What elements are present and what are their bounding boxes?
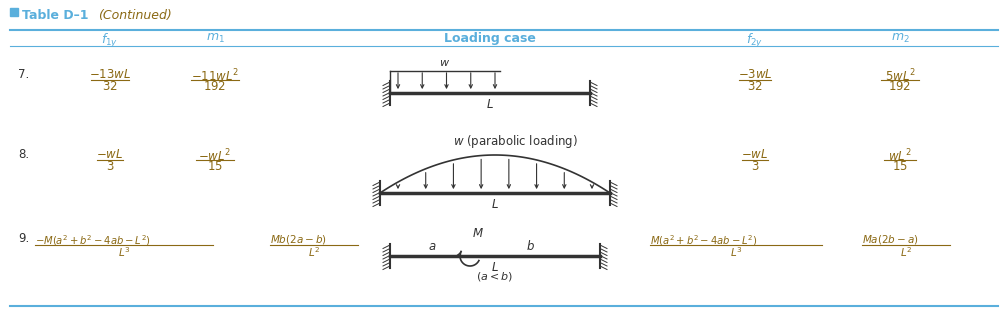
Text: $15$: $15$ [892,160,908,173]
Text: $f_{1y}$: $f_{1y}$ [102,32,119,50]
Text: $wL^2$: $wL^2$ [888,148,911,165]
Text: $15$: $15$ [207,160,223,173]
Text: $Mb(2a-b)$: $Mb(2a-b)$ [270,233,327,246]
Text: $a$: $a$ [427,240,436,253]
Text: $L^3$: $L^3$ [730,245,742,259]
Text: $192$: $192$ [204,80,227,93]
Text: 8.: 8. [18,148,29,160]
Text: Loading case: Loading case [445,32,536,45]
Text: $L$: $L$ [486,98,494,111]
Text: $-13wL$: $-13wL$ [89,68,131,81]
Text: (Continued): (Continued) [98,9,171,22]
Text: $-wL$: $-wL$ [97,148,124,161]
Text: $m_1$: $m_1$ [206,32,225,45]
Text: $L^2$: $L^2$ [900,245,912,259]
Text: 7.: 7. [18,67,29,80]
Text: $Ma(2b-a)$: $Ma(2b-a)$ [862,233,918,246]
Text: $w$ (parabolic loading): $w$ (parabolic loading) [453,133,578,150]
Text: $m_2$: $m_2$ [891,32,909,45]
Text: $5wL^2$: $5wL^2$ [885,68,915,85]
Text: $L^2$: $L^2$ [307,245,321,259]
Text: $L$: $L$ [491,261,499,274]
Text: $M$: $M$ [472,227,484,240]
Text: $(a < b)$: $(a < b)$ [477,270,514,283]
Text: $f_{2y}$: $f_{2y}$ [746,32,764,50]
Text: $-11wL^2$: $-11wL^2$ [191,68,239,85]
Text: $-wL$: $-wL$ [741,148,769,161]
Text: $3$: $3$ [751,160,759,173]
Text: Table D–1: Table D–1 [22,9,89,22]
Text: $b$: $b$ [525,239,534,253]
Text: $L^3$: $L^3$ [118,245,130,259]
Text: $-wL^2$: $-wL^2$ [199,148,232,165]
Text: $M(a^2+b^2-4ab-L^2)$: $M(a^2+b^2-4ab-L^2)$ [650,233,758,248]
Text: $3$: $3$ [106,160,114,173]
Text: $32$: $32$ [747,80,763,93]
Text: 9.: 9. [18,232,29,246]
Text: $w$: $w$ [439,58,451,68]
Text: $32$: $32$ [102,80,118,93]
Text: $L$: $L$ [491,198,499,211]
Text: $192$: $192$ [888,80,911,93]
Bar [10,8,18,16]
Text: $-M(a^2+b^2-4ab-L^2)$: $-M(a^2+b^2-4ab-L^2)$ [35,233,151,248]
Text: $-3wL$: $-3wL$ [738,68,772,81]
